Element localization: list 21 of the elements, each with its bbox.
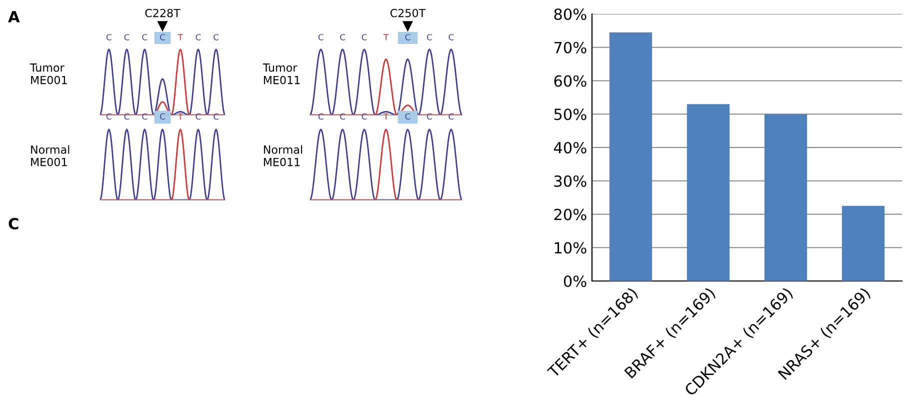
text: A [8, 11, 20, 22]
y-tick-label: 70% [554, 42, 586, 54]
y-tick-label: 50% [554, 108, 586, 120]
y-tick-label: 20% [554, 208, 586, 220]
bar [842, 206, 885, 281]
y-tick-label: 10% [554, 242, 586, 254]
y-axis-title: Normal ME011 [264, 145, 302, 166]
chart-title: C228T [145, 8, 180, 18]
y-tick-label: 30% [554, 175, 586, 187]
y-axis-title: Tumor ME001 [30, 64, 67, 84]
bar [686, 104, 730, 281]
y-tick-label: 60% [554, 75, 586, 87]
y-tick-label: 40% [554, 142, 586, 154]
y-tick-label: 0% [564, 275, 586, 288]
y-axis-title: Normal ME001 [31, 145, 70, 166]
text: C [8, 218, 18, 230]
chart-title: C250T [390, 8, 426, 18]
y-axis-title: Tumor ME011 [262, 64, 300, 84]
bar [764, 114, 808, 281]
y-tick-label: 80% [554, 8, 586, 20]
bar [609, 32, 652, 281]
